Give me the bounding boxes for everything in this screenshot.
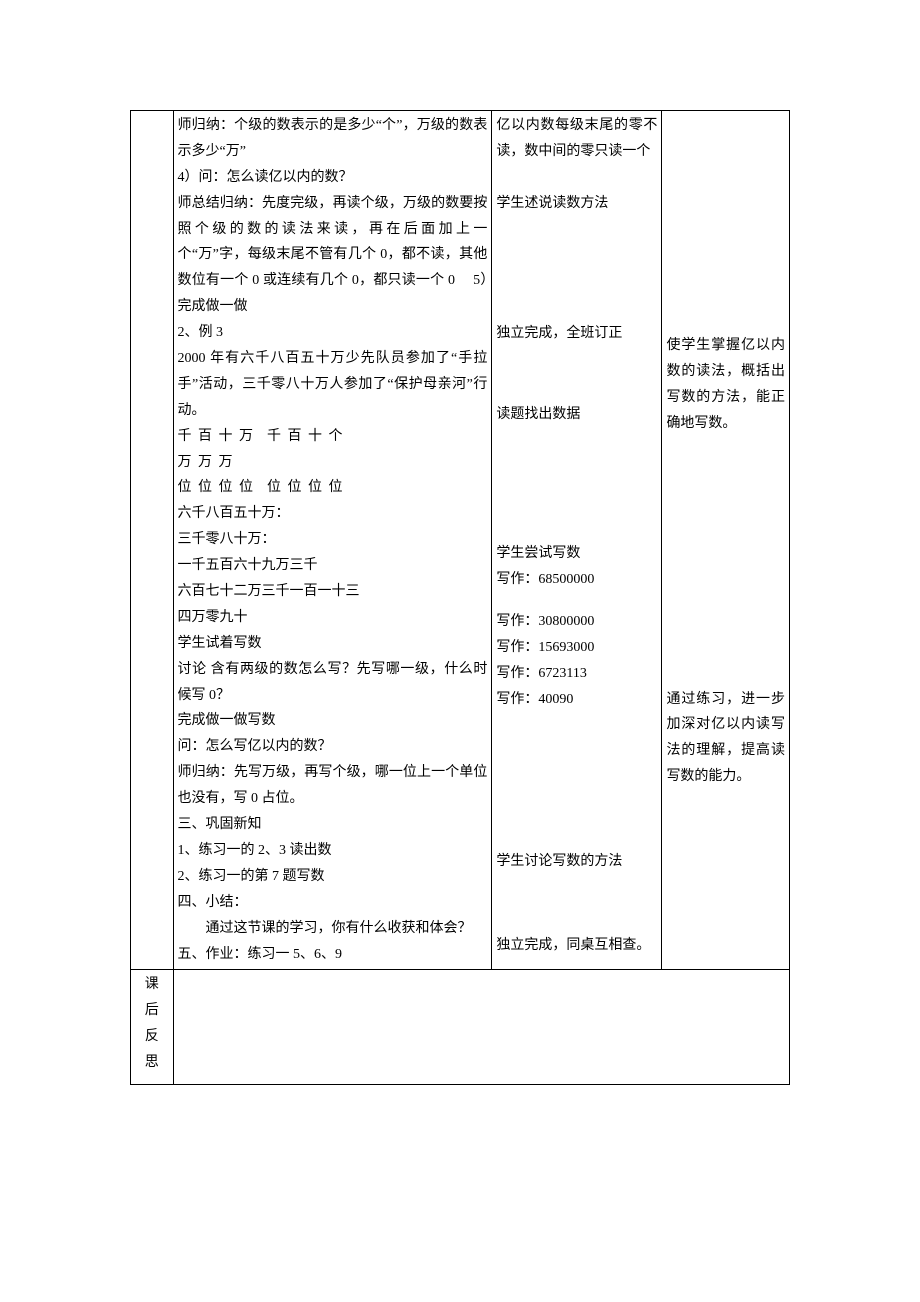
left-text-2: 师总结归纳：先度完级，再读个级，万级的数要按照个级的数的读法来读，再在后面加上一… xyxy=(178,191,488,320)
mid-writing-2: 写作：15693000 xyxy=(496,635,657,661)
reflection-label-char-2: 反 xyxy=(135,1024,169,1050)
left-text-8: 六千八百五十万： xyxy=(178,501,488,527)
reflection-label-char-3: 思 xyxy=(135,1050,169,1076)
left-text-0: 师归纳：个级的数表示的是多少“个”，万级的数表示多少“万” xyxy=(178,113,488,165)
left-text-9: 三千零八十万： xyxy=(178,527,488,553)
mid-block6: 学生讨论写数的方法 xyxy=(496,849,657,875)
right-block2: 通过练习，进一步加深对亿以内读写法的理解，提高读写数的能力。 xyxy=(666,687,785,791)
left-text-18: 三、巩固新知 xyxy=(178,812,488,838)
left-text-4: 2000 年有六千八百五十万少先队员参加了“手拉手”活动，三千零八十万人参加了“… xyxy=(178,346,488,424)
reflection-label-cell: 课 后 反 思 xyxy=(131,970,174,1085)
mid-writing-3: 写作：6723113 xyxy=(496,661,657,687)
left-text-23: 五、作业：练习一 5、6、9 xyxy=(178,942,488,968)
left-text-3: 2、例 3 xyxy=(178,320,488,346)
left-text-15: 完成做一做写数 xyxy=(178,708,488,734)
mid-block4: 读题找出数据 xyxy=(496,402,657,428)
left-text-22: 通过这节课的学习，你有什么收获和体会？ xyxy=(178,916,488,942)
left-text-21: 四、小结： xyxy=(178,890,488,916)
teacher-activity-cell: 师归纳：个级的数表示的是多少“个”，万级的数表示多少“万” 4）问：怎么读亿以内… xyxy=(173,111,492,970)
left-text-6: 万 万 万 xyxy=(178,450,488,476)
mid-writing-4: 写作：40090 xyxy=(496,687,657,713)
left-text-16: 问：怎么写亿以内的数？ xyxy=(178,734,488,760)
lesson-plan-table: 师归纳：个级的数表示的是多少“个”，万级的数表示多少“万” 4）问：怎么读亿以内… xyxy=(130,110,790,1085)
mid-block2: 学生述说读数方法 xyxy=(496,191,657,217)
mid-block1: 亿以内数每级末尾的零不读，数中间的零只读一个 xyxy=(496,113,657,165)
main-row: 师归纳：个级的数表示的是多少“个”，万级的数表示多少“万” 4）问：怎么读亿以内… xyxy=(131,111,790,970)
left-text-11: 六百七十二万三千一百一十三 xyxy=(178,579,488,605)
mid-writing-1: 写作：30800000 xyxy=(496,609,657,635)
mid-block3: 独立完成，全班订正 xyxy=(496,321,657,347)
left-text-17: 师归纳：先写万级，再写个级，哪一位上一个单位也没有，写 0 占位。 xyxy=(178,760,488,812)
student-activity-cell: 亿以内数每级末尾的零不读，数中间的零只读一个 学生述说读数方法 独立完成，全班订… xyxy=(492,111,662,970)
reflection-content-cell xyxy=(173,970,789,1085)
reflection-label-char-0: 课 xyxy=(135,972,169,998)
left-text-20: 2、练习一的第 7 题写数 xyxy=(178,864,488,890)
left-text-12: 四万零九十 xyxy=(178,605,488,631)
left-text-7: 位 位 位 位 位 位 位 位 xyxy=(178,475,488,501)
left-text-10: 一千五百六十九万三千 xyxy=(178,553,488,579)
mid-block5-header: 学生尝试写数 xyxy=(496,541,657,567)
main-row-label-cell xyxy=(131,111,174,970)
left-text-5: 千 百 十 万 千 百 十 个 xyxy=(178,424,488,450)
right-block1: 使学生掌握亿以内数的读法，概括出写数的方法，能正确地写数。 xyxy=(666,333,785,437)
design-intent-cell: 使学生掌握亿以内数的读法，概括出写数的方法，能正确地写数。 通过练习，进一步加深… xyxy=(662,111,790,970)
left-text-14: 讨论 含有两级的数怎么写？先写哪一级，什么时候写 0？ xyxy=(178,657,488,709)
left-text-1: 4）问：怎么读亿以内的数？ xyxy=(178,165,488,191)
mid-block7: 独立完成，同桌互相查。 xyxy=(496,933,657,959)
mid-writing-0: 写作：68500000 xyxy=(496,567,657,593)
left-text-19: 1、练习一的 2、3 读出数 xyxy=(178,838,488,864)
reflection-label-char-1: 后 xyxy=(135,998,169,1024)
reflection-row: 课 后 反 思 xyxy=(131,970,790,1085)
left-text-13: 学生试着写数 xyxy=(178,631,488,657)
